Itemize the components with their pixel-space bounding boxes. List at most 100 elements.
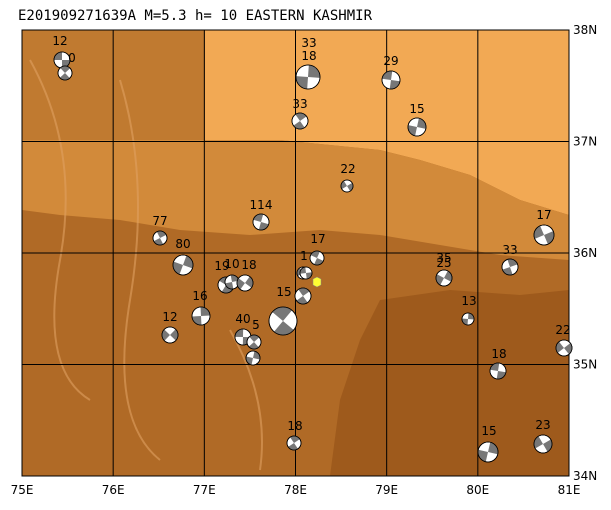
ball-outline [299, 266, 313, 280]
lat-label: 37N [573, 135, 597, 149]
lon-label: 80E [466, 483, 489, 497]
depth-label: 5 [252, 318, 260, 332]
ball-quadrant [54, 52, 62, 60]
ball-outline [489, 362, 507, 380]
ball-quadrant [200, 307, 210, 316]
depth-label: 15 [409, 102, 424, 116]
ball-outline [161, 326, 179, 344]
lon-label: 77E [193, 483, 216, 497]
ball-outline [555, 339, 573, 357]
beachball [407, 117, 427, 137]
beachball [435, 269, 453, 287]
ball-quadrant [534, 436, 543, 449]
ball-quadrant [496, 371, 506, 379]
ball-quadrant [288, 443, 298, 450]
depth-label: 13 [461, 294, 476, 308]
beachball [53, 51, 71, 69]
ball-quadrant [161, 329, 170, 341]
ball-quadrant [490, 363, 500, 371]
ball-outline [295, 64, 321, 90]
depth-label: 18 [287, 419, 302, 433]
ball-quadrant [274, 321, 294, 335]
lon-label: 76E [102, 483, 125, 497]
ball-outline [461, 312, 475, 326]
depth-label: 1 [300, 249, 308, 263]
beachball [161, 326, 179, 344]
ball-quadrant [298, 287, 310, 296]
ball-outline [246, 334, 262, 350]
ball-outline [172, 254, 194, 276]
title: E201909271639A M=5.3 h= 10 EASTERN KASHM… [18, 8, 373, 24]
depth-label: 17 [310, 232, 325, 246]
ball-quadrant [293, 121, 305, 129]
ball-outline [533, 224, 555, 246]
depth-label: 33 [502, 243, 517, 257]
depth-label: 12 [162, 310, 177, 324]
beachball [172, 254, 194, 276]
ball-quadrant [225, 282, 234, 290]
beachball [294, 287, 312, 305]
ball-outline [533, 434, 553, 454]
beachball [191, 306, 211, 326]
ball-quadrant [347, 182, 353, 192]
beachball [291, 112, 309, 130]
epicenter [312, 276, 322, 288]
depth-label: 33 [301, 36, 316, 50]
beachball [381, 70, 401, 90]
ball-quadrant [534, 225, 544, 239]
ball-quadrant [461, 318, 468, 325]
ball-quadrant [249, 335, 260, 342]
ball-quadrant [300, 267, 306, 274]
ball-quadrant [153, 238, 164, 246]
depth-label: 80 [175, 237, 190, 251]
beachball [152, 230, 168, 246]
axis-labels: 75E 76E 77E 78E 79E 80E 81E38N37N36N35N34N1203… [11, 23, 598, 497]
ball-quadrant [272, 307, 292, 321]
ball-outline [191, 306, 211, 326]
ball-quadrant [477, 449, 488, 462]
ball-outline [501, 258, 519, 276]
depth-label: 16 [192, 289, 207, 303]
depth-label: 23 [535, 418, 550, 432]
ball-quadrant [389, 80, 400, 89]
ball-quadrant [556, 341, 564, 353]
ball-quadrant [436, 274, 444, 286]
depth-label: 15 [481, 424, 496, 438]
ball-quadrant [236, 278, 245, 290]
map-border [21, 29, 570, 477]
ball-quadrant [382, 71, 393, 80]
ball-quadrant [564, 343, 572, 355]
ball-quadrant [543, 439, 553, 452]
depth-label: 19 [214, 259, 229, 273]
ball-outline [477, 441, 499, 463]
lon-label: 78E [284, 483, 307, 497]
ball-outline [245, 350, 261, 366]
lon-label: 81E [558, 483, 581, 497]
beachball [461, 312, 475, 326]
lon-label: 79E [375, 483, 398, 497]
ball-quadrant [170, 329, 178, 341]
beachball [236, 274, 254, 292]
depth-label: 17 [536, 208, 551, 222]
ball-outline [407, 117, 427, 137]
beachball [224, 274, 240, 290]
ball-quadrant [308, 65, 320, 78]
beachball [299, 266, 313, 280]
ball-quadrant [306, 272, 312, 279]
beachball [246, 334, 262, 350]
ball-quadrant [295, 113, 307, 121]
ball-quadrant [468, 313, 475, 320]
lon-label: 75E [11, 483, 34, 497]
ball-quadrant [246, 356, 253, 365]
depth-label: 12 [52, 34, 67, 48]
ball-quadrant [156, 231, 167, 238]
beachball [340, 179, 354, 193]
beachball [489, 362, 507, 380]
ball-outline [340, 179, 354, 193]
beachball [268, 306, 298, 336]
depth-label: 114 [250, 198, 273, 212]
ball-outline [291, 112, 309, 130]
depth-label: 22 [340, 162, 355, 176]
ball-outline [435, 269, 453, 287]
